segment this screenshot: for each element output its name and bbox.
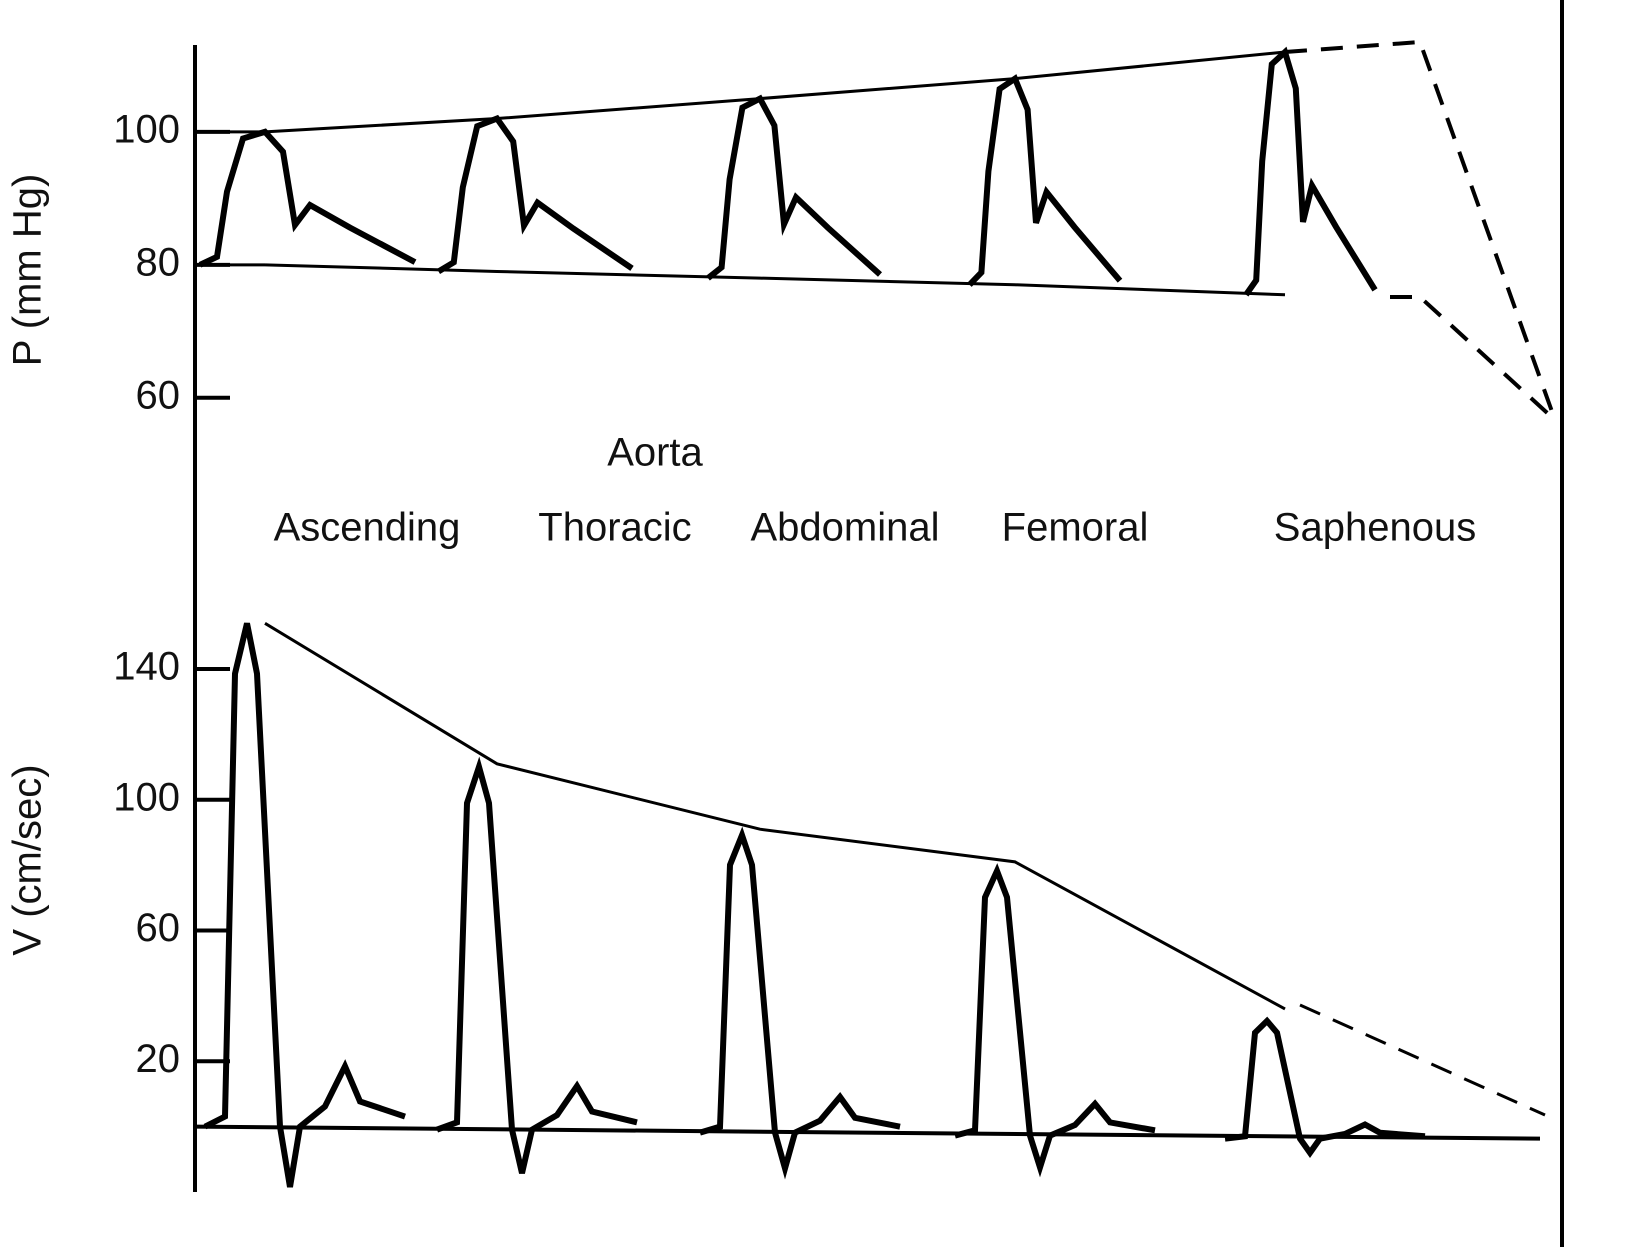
group-label: Aorta: [607, 431, 703, 475]
y-tick-label: 100: [113, 107, 180, 151]
dashed-extension: [1390, 295, 1557, 422]
pressure-wave: [706, 94, 883, 281]
velocity-wave: [203, 622, 406, 1188]
envelope-line: [264, 622, 1286, 1011]
y-tick-label: 60: [136, 373, 181, 417]
baseline: [194, 1124, 1541, 1141]
envelope-line: [264, 263, 1286, 297]
envelope-line: [264, 50, 1286, 134]
dashed-extension: [1299, 1003, 1546, 1117]
y-tick-label: 20: [136, 1037, 181, 1081]
site-label: Ascending: [274, 506, 461, 550]
velocity-wave: [954, 863, 1156, 1178]
pressure-wave: [436, 114, 634, 275]
site-label: Femoral: [1002, 506, 1149, 550]
y-tick-label: 80: [136, 240, 181, 284]
y-axis-title: P (mm Hg): [6, 174, 50, 367]
y-tick-label: 140: [113, 645, 180, 689]
y-tick-label: 60: [136, 906, 181, 950]
velocity-wave: [435, 756, 638, 1174]
dashed-extension: [1284, 39, 1557, 421]
site-label: Abdominal: [750, 506, 939, 550]
site-label: Thoracic: [538, 506, 691, 550]
site-label: Saphenous: [1274, 506, 1476, 550]
y-axis-title: V (cm/sec): [6, 764, 50, 955]
pressure-wave: [1243, 46, 1378, 297]
velocity-wave: [699, 826, 901, 1180]
y-tick-label: 100: [113, 775, 180, 819]
pressure-wave: [198, 128, 417, 268]
velocity-wave: [1224, 1016, 1426, 1158]
pressure-wave: [967, 74, 1123, 287]
